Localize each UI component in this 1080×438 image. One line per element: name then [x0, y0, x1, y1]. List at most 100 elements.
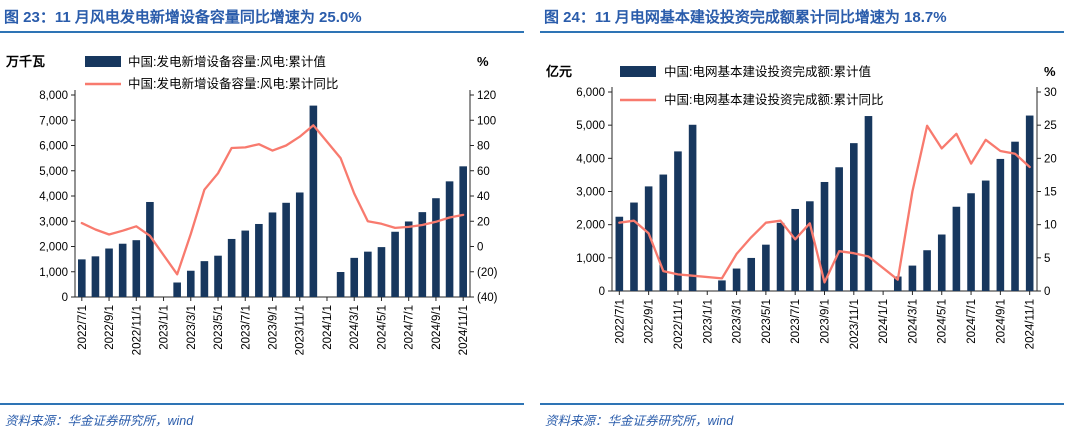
bar	[350, 257, 359, 297]
x-tick-label: 2024/1/1	[878, 299, 890, 344]
bar	[835, 167, 843, 291]
grid-investment-chart: 6,000 5,000 4,000 3,000 2,000 1,000 0 30 25 20 15 1…	[540, 36, 1080, 398]
y-left-tick-label: 1,000	[39, 267, 68, 279]
bar-legend-swatch	[620, 66, 656, 77]
y-left-tick-label: 6,000	[576, 87, 605, 99]
x-tick-label: 2024/3/1	[907, 299, 919, 344]
x-tick-label: 2024/11/1	[458, 305, 470, 355]
y-left-tick-label: 0	[599, 286, 605, 298]
axis-units: 亿元%	[546, 64, 1056, 79]
x-tick-label: 2022/9/1	[644, 299, 656, 344]
x-tick-label: 2023/7/1	[790, 299, 802, 344]
bar	[981, 180, 990, 291]
x-tick-label: 2023/1/1	[159, 305, 171, 350]
y-left-tick-label: 3,000	[39, 216, 68, 228]
bar	[105, 248, 113, 297]
bar	[309, 105, 318, 297]
unit-left-label: 万千瓦	[5, 54, 45, 69]
line-series	[80, 124, 465, 276]
y-right-tick-label: 60	[477, 166, 490, 178]
bar	[227, 238, 236, 297]
y-right-tick-label: 30	[1044, 87, 1057, 99]
bar	[336, 272, 345, 297]
y-left-tick-label: 6,000	[39, 141, 68, 153]
bar	[1011, 141, 1019, 291]
y-left-tick-label: 4,000	[576, 153, 605, 165]
bar	[688, 124, 697, 291]
bar	[806, 201, 814, 291]
bar	[146, 201, 154, 297]
x-tick-label: 2022/11/1	[131, 305, 143, 355]
bar-legend-label: 中国:发电新增设备容量:风电:累计值	[128, 54, 326, 69]
x-tick-label: 2023/9/1	[820, 299, 832, 344]
y-left-tick-label: 8,000	[39, 90, 68, 102]
line-series	[618, 124, 1031, 284]
bar	[295, 192, 304, 297]
y-left-tick-label: 5,000	[576, 120, 605, 132]
source-divider	[0, 403, 524, 405]
bar	[732, 268, 741, 291]
y-right-tick-label: 100	[477, 115, 496, 127]
y-right-tick-label: 5	[1044, 253, 1050, 265]
x-tick-label: 2023/5/1	[213, 305, 225, 350]
x-tick-label: 2024/7/1	[966, 299, 978, 344]
bar	[404, 221, 413, 297]
bar	[791, 208, 799, 291]
bar	[432, 198, 440, 297]
bar	[908, 265, 917, 291]
x-tick-label: 2023/3/1	[186, 305, 198, 350]
y-left-tick-label: 2,000	[576, 220, 605, 232]
x-tick-label: 2022/7/1	[77, 305, 89, 350]
y-left-tick-label: 2,000	[39, 242, 68, 254]
source-divider	[540, 403, 1064, 405]
x-tick-label: 2022/7/1	[614, 299, 626, 344]
bar	[674, 151, 682, 291]
y-left-tick-label: 4,000	[39, 191, 68, 203]
source-note: 资料来源：华金证券研究所，wind	[545, 414, 734, 428]
bar	[630, 202, 638, 291]
bar	[214, 255, 222, 297]
bar	[241, 230, 250, 297]
y-right-tick-label: 25	[1044, 120, 1057, 132]
bar	[186, 270, 195, 297]
x-tick-label: 2024/3/1	[349, 305, 361, 350]
y-right-tick-label: 20	[1044, 153, 1057, 165]
wind-capacity-chart: 8,000 7,000 6,000 5,000 4,000 3,000 2,000 1,000…	[0, 36, 540, 398]
bar	[418, 212, 427, 297]
bar	[996, 158, 1005, 291]
y-right-tick-label: 40	[477, 191, 490, 203]
x-tick-label: 2024/5/1	[376, 305, 388, 350]
bar	[937, 234, 946, 291]
bar	[1025, 115, 1034, 291]
y-right-tick-label: (20)	[477, 267, 498, 279]
x-tick-label: 2023/1/1	[702, 299, 714, 344]
x-tick-label: 2023/5/1	[761, 299, 773, 344]
bar-legend-label: 中国:电网基本建设投资完成额:累计值	[664, 64, 871, 79]
bar	[893, 276, 902, 291]
bar	[445, 181, 454, 297]
bar	[762, 244, 770, 291]
x-tick-label: 2023/3/1	[732, 299, 744, 344]
x-tick-label: 2024/7/1	[404, 305, 416, 350]
bar	[820, 181, 829, 291]
x-tick-label: 2023/11/1	[849, 299, 861, 349]
x-tick-label: 2023/7/1	[240, 305, 252, 350]
axis-labels: 8,000 7,000 6,000 5,000 4,000 3,000 2,000 1,000…	[39, 90, 497, 355]
bar	[364, 251, 372, 297]
y-right-tick-label: 0	[1044, 286, 1050, 298]
bar	[255, 223, 263, 297]
x-tick-label: 2024/5/1	[937, 299, 949, 344]
bar	[718, 280, 726, 291]
bar	[78, 259, 86, 297]
bar	[952, 206, 961, 291]
bar	[268, 212, 277, 297]
line-legend-label: 中国:发电新增设备容量:风电:累计同比	[128, 76, 338, 91]
line-legend-label: 中国:电网基本建设投资完成额:累计同比	[664, 92, 883, 107]
y-left-tick-label: 3,000	[576, 187, 605, 199]
x-tick-label: 2022/11/1	[673, 299, 685, 349]
title-underline	[540, 31, 1064, 33]
y-left-tick-label: 7,000	[39, 115, 68, 127]
bar	[923, 250, 931, 291]
wind-capacity-panel: 图 23：11 月风电发电新增设备容量同比增速为 25.0% 8,000 7,00…	[0, 9, 540, 428]
